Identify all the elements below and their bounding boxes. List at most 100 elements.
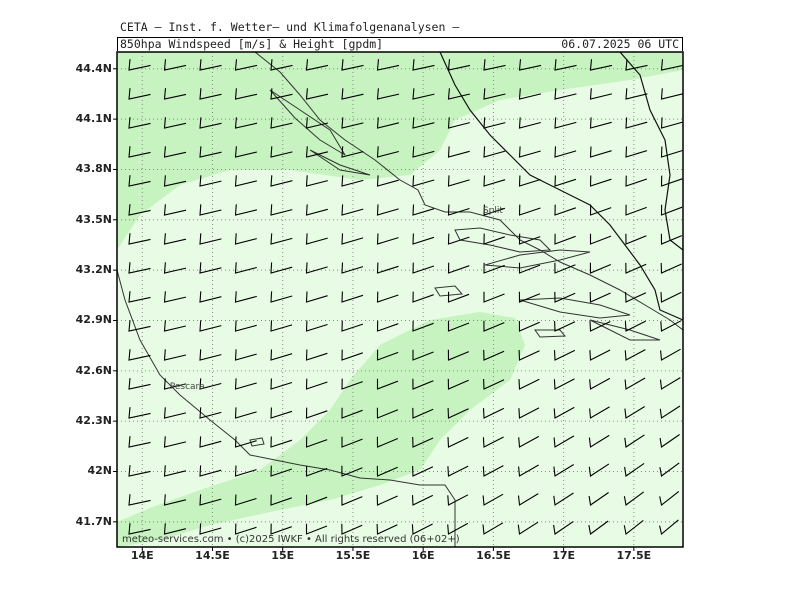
wind-barb (517, 521, 539, 535)
wind-barb (554, 88, 577, 100)
wind-barb (554, 146, 577, 158)
wind-barb (341, 175, 364, 187)
wind-barb (447, 320, 470, 332)
x-tick-label: 16.5E (476, 549, 511, 562)
island-mljet (589, 319, 661, 341)
wind-barb (199, 262, 222, 274)
wind-barb (482, 522, 504, 535)
wind-barb (163, 494, 187, 506)
wind-barb (625, 291, 647, 303)
wind-barb (199, 320, 222, 332)
wind-barb (518, 262, 541, 274)
wind-barb (518, 117, 541, 129)
wind-barb (447, 407, 469, 419)
wind-barb (305, 233, 328, 245)
wind-barb (376, 320, 399, 332)
wind-barb (128, 378, 151, 390)
wind-barb (341, 204, 364, 216)
wind-barb (660, 117, 683, 129)
wind-barb (625, 117, 648, 129)
wind-barb (412, 349, 434, 361)
x-tick-label: 17E (552, 549, 576, 562)
island-tremiti (249, 437, 265, 447)
wind-barb (376, 378, 399, 390)
wind-barb (447, 349, 470, 361)
wind-barb (483, 204, 506, 216)
wind-barb (199, 233, 222, 245)
wind-barb (305, 88, 329, 100)
wind-barb (412, 320, 434, 332)
wind-barb (270, 117, 293, 129)
wind-barb (554, 175, 577, 187)
wind-barb (270, 291, 293, 303)
wind-barb (660, 320, 682, 332)
wind-barb (447, 494, 469, 506)
wind-barb (234, 233, 257, 245)
wind-barb (518, 59, 542, 71)
wind-barb (447, 465, 469, 477)
wind-barb (483, 349, 505, 361)
wind-barb (447, 117, 470, 129)
wind-barb (270, 494, 292, 506)
wind-barb (518, 407, 540, 419)
wind-barb (589, 146, 612, 158)
wind-barb (234, 146, 258, 158)
title-box (117, 37, 683, 51)
wind-barb (341, 291, 364, 303)
wind-barb (447, 233, 470, 245)
wind-barb (341, 233, 364, 245)
wind-barb (553, 435, 575, 448)
wind-barb (341, 494, 363, 506)
x-tick-label: 15E (271, 549, 295, 562)
wind-barb (128, 523, 151, 535)
wind-barb (553, 406, 575, 419)
wind-barb (589, 349, 611, 361)
wind-barb (623, 519, 644, 535)
wind-barb (588, 520, 609, 535)
island-korcula (519, 297, 631, 319)
wind-barb (199, 117, 222, 129)
wind-barb (199, 146, 222, 158)
wind-barb (305, 204, 328, 216)
wind-barb (376, 436, 399, 448)
island-brac (454, 227, 552, 253)
wind-barb (234, 349, 257, 361)
wind-barb (447, 437, 469, 448)
wind-barb (234, 320, 257, 332)
wind-barb (199, 88, 222, 100)
wind-barb (163, 262, 187, 274)
wind-barb (341, 378, 363, 390)
wind-barb (305, 262, 328, 274)
wind-barb (376, 349, 399, 361)
wind-barb (199, 523, 222, 535)
wind-barb (483, 262, 505, 274)
plot-frame (116, 51, 684, 548)
wind-barb (305, 291, 328, 303)
institute-title: CETA – Inst. f. Wetter– und Klimafolgena… (120, 20, 460, 34)
wind-barb (554, 233, 576, 245)
wind-barb (589, 321, 611, 332)
wind-barb (376, 88, 400, 100)
wind-barb (518, 320, 540, 332)
city-label: Pescara (169, 382, 205, 393)
wind-barb (589, 88, 613, 100)
wind-barb (659, 377, 681, 390)
wind-barb (234, 436, 257, 448)
y-tick-label: 43.2N (75, 263, 112, 277)
wind-barb (518, 349, 540, 361)
wind-barb (163, 146, 187, 158)
wind-barb (341, 349, 363, 361)
wind-barb (412, 291, 434, 303)
wind-barb (412, 436, 434, 448)
wind-barb (589, 377, 611, 390)
wind-barb (518, 175, 541, 187)
wind-barb (518, 88, 542, 100)
wind-barb (341, 320, 364, 332)
wind-barb (518, 464, 539, 477)
wind-barb (447, 291, 470, 303)
wind-barb (447, 262, 470, 274)
wind-barb (624, 462, 645, 477)
wind-barb (376, 146, 399, 158)
wind-barb (660, 204, 683, 216)
wind-barb (128, 204, 151, 216)
